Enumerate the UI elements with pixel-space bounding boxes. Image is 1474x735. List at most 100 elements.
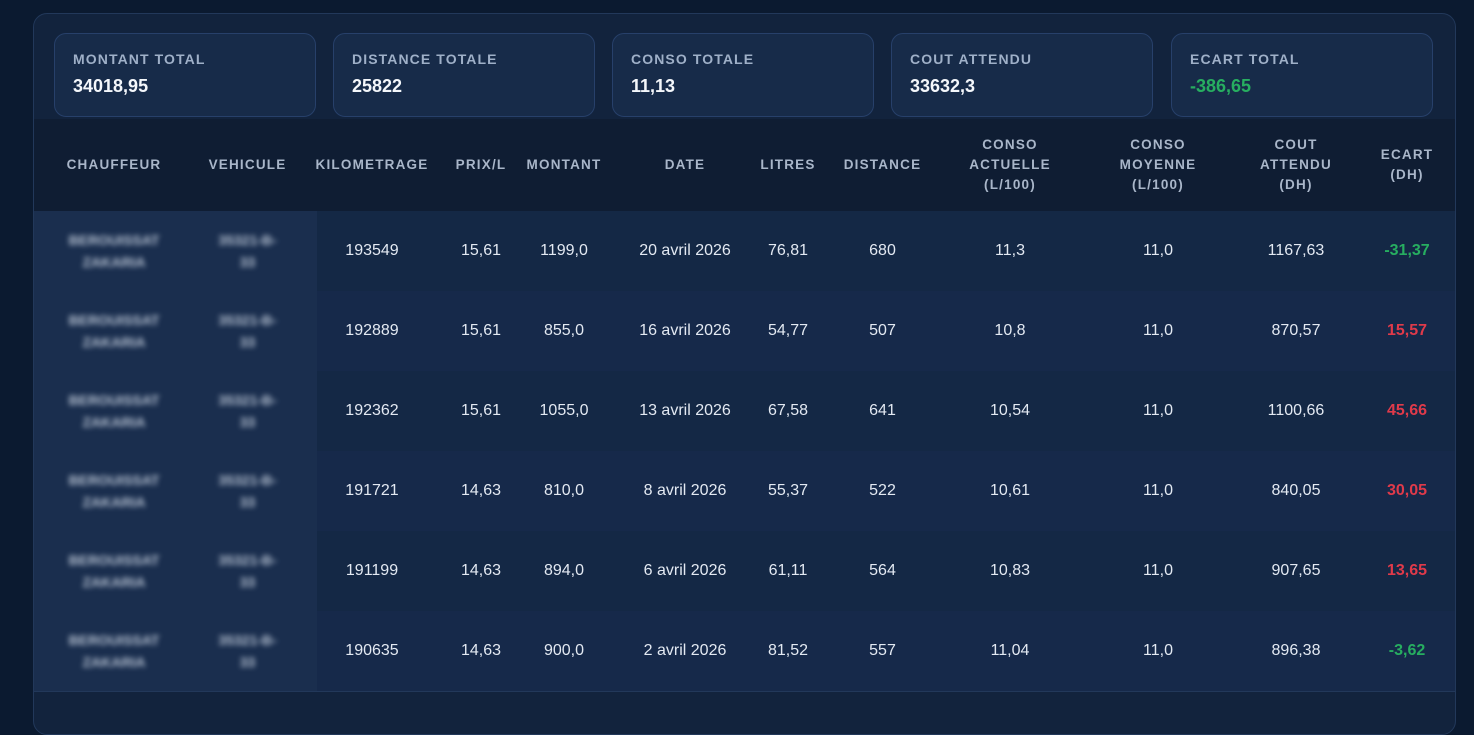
cell-montant: 810,0 [543,482,585,499]
cell-conso-moyenne: 11,0 [1143,482,1173,499]
cell-montant: 1199,0 [540,242,588,259]
cell-cout-attendu: 840,05 [1271,482,1321,499]
cell-distance: 557 [869,642,896,659]
column-header-conso-moyenne[interactable]: CONSO MOYENNE (L/100) [1119,137,1197,192]
table-row[interactable]: BEROUISSAT ZAKARIA 35321-B- 33 192362 15… [34,371,1455,452]
cell-litres: 81,52 [767,642,809,659]
cell-prix: 15,61 [460,402,502,419]
summary-cards: MONTANT TOTAL 34018,95 DISTANCE TOTALE 2… [34,14,1455,119]
cell-date: 16 avril 2026 [639,322,731,339]
column-header-distance[interactable]: DISTANCE [843,157,922,172]
column-header-date[interactable]: DATE [664,157,706,172]
cell-vehicule: 35321-B- 33 [218,312,277,350]
table-row[interactable]: BEROUISSAT ZAKARIA 35321-B- 33 193549 15… [34,211,1455,292]
cell-conso-actuelle: 10,61 [989,482,1031,499]
table-row[interactable]: BEROUISSAT ZAKARIA 35321-B- 33 190635 14… [34,611,1455,692]
column-header-cout-attendu[interactable]: COUT ATTENDU (DH) [1260,137,1332,192]
cell-date: 8 avril 2026 [643,482,727,499]
cell-chauffeur: BEROUISSAT ZAKARIA [68,392,160,430]
cell-ecart: -31,37 [1384,242,1430,259]
cell-date: 20 avril 2026 [639,242,731,259]
summary-value: 34018,95 [73,76,149,96]
column-header-vehicule[interactable]: VEHICULE [208,157,287,172]
cell-conso-moyenne: 11,0 [1143,562,1173,579]
cell-chauffeur: BEROUISSAT ZAKARIA [68,632,160,670]
cell-ecart: 30,05 [1386,482,1428,499]
cell-distance: 564 [869,562,896,579]
cell-conso-actuelle: 11,3 [995,242,1025,259]
column-header-kilometrage[interactable]: KILOMETRAGE [315,157,429,172]
cell-distance: 680 [869,242,896,259]
column-header-chauffeur[interactable]: CHAUFFEUR [66,157,162,172]
cell-chauffeur: BEROUISSAT ZAKARIA [68,232,160,270]
table-row[interactable]: BEROUISSAT ZAKARIA 35321-B- 33 191199 14… [34,531,1455,612]
cell-kilometrage: 191721 [345,482,399,499]
cell-litres: 55,37 [767,482,809,499]
blurred-cell-bg [34,531,317,611]
cell-kilometrage: 192362 [345,402,399,419]
cell-cout-attendu: 896,38 [1271,642,1321,659]
summary-label: CONSO TOTALE [631,51,755,67]
summary-card-distance-totale: DISTANCE TOTALE 25822 [333,33,595,117]
cell-chauffeur: BEROUISSAT ZAKARIA [68,552,160,590]
summary-card-ecart-total: ECART TOTAL -386,65 [1171,33,1433,117]
cell-conso-actuelle: 10,83 [989,562,1031,579]
cell-vehicule: 35321-B- 33 [218,392,277,430]
cell-prix: 15,61 [460,242,502,259]
cell-montant: 855,0 [543,322,585,339]
cell-distance: 507 [869,322,896,339]
cell-cout-attendu: 1100,66 [1267,402,1325,419]
cell-date: 13 avril 2026 [639,402,731,419]
cell-date: 2 avril 2026 [643,642,727,659]
table-row[interactable]: BEROUISSAT ZAKARIA 35321-B- 33 191721 14… [34,451,1455,532]
cell-distance: 641 [869,402,896,419]
table-row[interactable]: BEROUISSAT ZAKARIA 35321-B- 33 192889 15… [34,291,1455,372]
summary-label: MONTANT TOTAL [73,51,206,67]
cell-prix: 14,63 [460,642,502,659]
cell-kilometrage: 191199 [345,562,399,579]
blurred-cell-bg [34,451,317,531]
cell-cout-attendu: 907,65 [1271,562,1321,579]
column-header-ecart[interactable]: ECART (DH) [1380,147,1434,182]
cell-prix: 15,61 [460,322,502,339]
cell-conso-actuelle: 10,8 [994,322,1026,339]
column-header-conso-actuelle[interactable]: CONSO ACTUELLE (L/100) [969,137,1051,192]
summary-card-cout-attendu: COUT ATTENDU 33632,3 [891,33,1153,117]
column-header-litres[interactable]: LITRES [760,157,816,172]
cell-litres: 76,81 [767,242,809,259]
cell-vehicule: 35321-B- 33 [218,232,277,270]
cell-montant: 900,0 [543,642,585,659]
summary-label: COUT ATTENDU [910,51,1033,67]
cell-montant: 1055,0 [539,402,589,419]
fuel-report-panel: MONTANT TOTAL 34018,95 DISTANCE TOTALE 2… [33,13,1456,735]
summary-value: 33632,3 [910,76,976,96]
cell-vehicule: 35321-B- 33 [218,552,277,590]
cell-conso-actuelle: 10,54 [989,402,1031,419]
table-header: CHAUFFEUR VEHICULE KILOMETRAGE PRIX/L MO… [34,119,1455,212]
cell-prix: 14,63 [460,562,502,579]
cell-litres: 61,11 [768,562,808,579]
blurred-cell-bg [34,211,317,291]
cell-conso-actuelle: 11,04 [990,642,1030,659]
blurred-cell-bg [34,371,317,451]
cell-vehicule: 35321-B- 33 [218,632,277,670]
column-header-prix[interactable]: PRIX/L [455,157,507,172]
cell-distance: 522 [869,482,896,499]
cell-kilometrage: 193549 [345,242,399,259]
blurred-cell-bg [34,291,317,371]
cell-montant: 894,0 [543,562,585,579]
cell-vehicule: 35321-B- 33 [218,472,277,510]
column-header-montant[interactable]: MONTANT [526,157,602,172]
cell-conso-moyenne: 11,0 [1143,242,1173,259]
cell-cout-attendu: 1167,63 [1267,242,1325,259]
cell-ecart: 15,57 [1386,322,1428,339]
cell-conso-moyenne: 11,0 [1143,642,1173,659]
blurred-cell-bg [34,611,317,691]
summary-value: 11,13 [631,76,676,96]
cell-prix: 14,63 [460,482,502,499]
summary-card-montant-total: MONTANT TOTAL 34018,95 [54,33,316,117]
summary-card-conso-totale: CONSO TOTALE 11,13 [612,33,874,117]
cell-kilometrage: 190635 [345,642,399,659]
cell-date: 6 avril 2026 [643,562,727,579]
cell-chauffeur: BEROUISSAT ZAKARIA [68,472,160,510]
